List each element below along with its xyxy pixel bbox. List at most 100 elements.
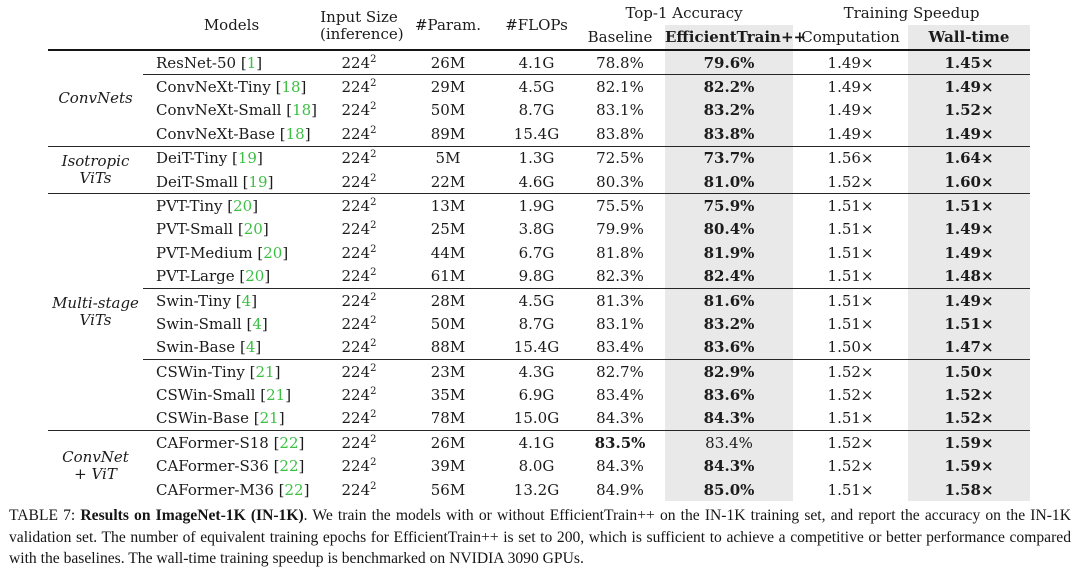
input-size-cell: 2242 [341, 362, 377, 381]
params-cell: 44M [430, 243, 466, 262]
params-cell: 29M [430, 77, 466, 96]
citation-ref[interactable]: 20 [243, 220, 263, 239]
baseline-accuracy-cell: 84.3% [575, 406, 665, 432]
computation-speedup-cell: 1.51× [793, 264, 909, 289]
computation-speedup-cell: 1.52× [827, 433, 874, 452]
citation-ref[interactable]: 21 [259, 409, 279, 428]
baseline-accuracy-cell: 83.8% [575, 122, 665, 147]
computation-speedup-cell: 1.49× [793, 50, 909, 76]
model-name-cell: CAFormer-S36 [22] [156, 457, 305, 476]
input-size-cell: 2242 [341, 149, 377, 168]
efficienttrain-accuracy-cell: 73.7% [665, 146, 794, 170]
model-name-cell: CAFormer-M36 [22] [156, 480, 310, 499]
caption-title: Results on ImageNet-1K (IN-1K) [80, 507, 304, 524]
header-input-size: Input Size (inference) [320, 2, 404, 51]
citation-ref[interactable]: 19 [237, 149, 257, 168]
computation-speedup-cell: 1.51× [827, 196, 874, 215]
citation-ref[interactable]: 22 [279, 457, 299, 476]
model-name-cell: CSWin-Tiny [21] [156, 362, 281, 381]
table-row: CSWin-Base [21] 2242 78M 15.0G 84.3% 84.3% 1.5… [48, 406, 1031, 432]
model-name-cell: Swin-Tiny [4] [156, 291, 258, 310]
citation-ref[interactable]: 18 [292, 101, 312, 120]
computation-speedup-cell: 1.50× [793, 335, 909, 361]
flops-cell: 4.5G [518, 291, 555, 310]
params-cell: 89M [398, 122, 498, 147]
citation-ref[interactable]: 22 [279, 433, 299, 452]
model-name-cell: DeiT-Small [19] [143, 169, 320, 195]
citation-ref[interactable]: 1 [246, 53, 257, 72]
input-size-cell: 2242 [341, 314, 377, 333]
input-size-exponent: 2 [370, 243, 377, 255]
citation-ref[interactable]: 22 [284, 480, 304, 499]
input-size-exponent: 2 [370, 101, 377, 113]
input-size-exponent: 2 [370, 53, 377, 65]
input-size-cell: 2242 [320, 50, 398, 76]
model-name-cell: ResNet-50 [1] [143, 50, 320, 76]
citation-ref[interactable]: 19 [248, 172, 268, 191]
computation-speedup-cell: 1.52× [827, 386, 874, 405]
walltime-speedup-cell: 1.51× [908, 312, 1031, 336]
flops-cell: 1.9G [518, 196, 555, 215]
citation-ref[interactable]: 20 [233, 196, 253, 215]
input-size-exponent: 2 [370, 172, 377, 184]
baseline-accuracy-cell: 78.8% [575, 50, 665, 76]
input-size-exponent: 2 [370, 149, 377, 161]
efficienttrain-accuracy-cell: 83.6% [665, 383, 794, 407]
citation-ref[interactable]: 20 [263, 243, 283, 262]
efficienttrain-accuracy-cell: 75.9% [665, 193, 794, 218]
baseline-accuracy-cell: 75.5% [596, 196, 644, 215]
efficienttrain-accuracy-cell: 83.4% [665, 430, 794, 455]
citation-ref[interactable]: 20 [245, 267, 265, 286]
citation-ref[interactable]: 21 [266, 386, 286, 405]
baseline-accuracy-cell: 83.1% [596, 314, 644, 333]
computation-speedup-cell: 1.51× [827, 220, 874, 239]
header-baseline: Baseline [575, 25, 665, 51]
input-size-exponent: 2 [370, 196, 377, 208]
baseline-accuracy-cell: 83.4% [596, 386, 644, 405]
walltime-speedup-cell: 1.49× [908, 241, 1031, 265]
computation-speedup-cell: 1.49× [827, 101, 874, 120]
params-cell: 50M [430, 101, 466, 120]
params-cell: 5M [435, 149, 461, 168]
walltime-speedup-cell: 1.60× [908, 169, 1031, 195]
citation-ref[interactable]: 18 [281, 77, 301, 96]
header-models: Models [143, 2, 320, 51]
walltime-speedup-cell: 1.52× [908, 383, 1031, 407]
efficienttrain-accuracy-cell: 81.9% [665, 241, 794, 265]
walltime-speedup-cell: 1.49× [908, 217, 1031, 242]
params-cell: 23M [430, 362, 466, 381]
flops-cell: 1.3G [518, 149, 555, 168]
flops-cell: 4.5G [518, 77, 555, 96]
walltime-speedup-cell: 1.52× [908, 406, 1031, 432]
table-row: CAFormer-M36 [22] 2242 56M 13.2G 84.9% 85.0% 1… [48, 478, 1031, 502]
flops-cell: 6.9G [518, 386, 555, 405]
flops-cell: 3.8G [518, 220, 555, 239]
model-name-cell: Swin-Small [4] [156, 314, 268, 333]
baseline-accuracy-cell: 79.9% [596, 220, 644, 239]
table-row: DeiT-Small [19] 2242 22M 4.6G 80.3% 81.0% 1.52… [48, 169, 1031, 195]
input-size-cell: 2242 [320, 264, 398, 289]
params-cell: 28M [430, 291, 466, 310]
citation-ref[interactable]: 4 [245, 338, 256, 357]
group-label: ConvNet + ViT [62, 448, 129, 484]
flops-cell: 13.2G [513, 480, 560, 499]
params-cell: 25M [430, 220, 466, 239]
input-size-exponent: 2 [370, 338, 377, 350]
header-walltime: Wall-time [908, 25, 1031, 51]
flops-cell: 6.7G [518, 243, 555, 262]
model-name-cell: PVT-Small [20] [156, 220, 269, 239]
input-size-cell: 2242 [341, 220, 377, 239]
computation-speedup-cell: 1.51× [793, 406, 909, 432]
efficienttrain-accuracy-cell: 81.6% [665, 288, 794, 313]
citation-ref[interactable]: 4 [252, 314, 262, 333]
baseline-accuracy-cell: 82.7% [596, 362, 644, 381]
caption-prefix: TABLE 7: [9, 507, 76, 524]
citation-ref[interactable]: 4 [241, 291, 252, 310]
header-computation: Computation [793, 25, 909, 51]
efficienttrain-accuracy-cell: 82.4% [665, 264, 794, 289]
efficienttrain-accuracy-cell: 81.0% [665, 169, 794, 195]
citation-ref[interactable]: 21 [255, 362, 275, 381]
efficienttrain-accuracy-cell: 83.2% [665, 98, 794, 123]
citation-ref[interactable]: 18 [285, 124, 305, 143]
computation-speedup-cell: 1.52× [827, 362, 874, 381]
